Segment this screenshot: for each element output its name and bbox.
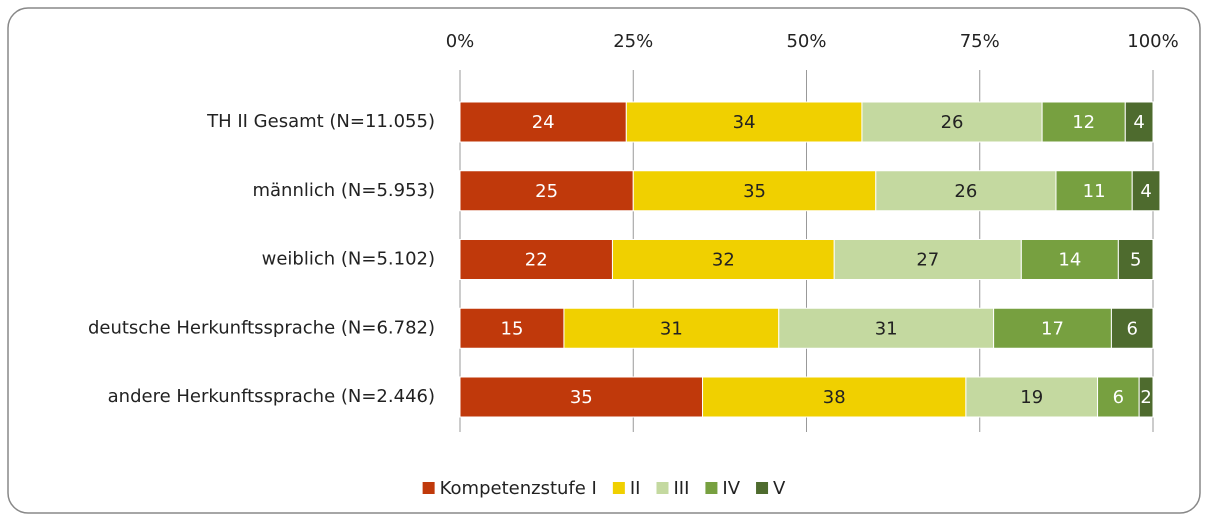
bar-segment [1097,376,1140,418]
data-label: 17 [1041,318,1064,339]
data-label: 27 [916,250,939,271]
legend-swatch [612,482,625,494]
data-label: 35 [570,387,593,408]
bar-segment [1138,376,1154,418]
bar-segment [459,101,627,143]
legend-label: Kompetenzstufe I [440,478,597,499]
data-label: 31 [875,318,898,339]
bar-segment [875,170,1057,212]
bar-segment [632,170,877,212]
bar-segment [965,376,1099,418]
data-label: 6 [1126,318,1137,339]
legend-label: IV [722,478,740,499]
bar-segment [1124,101,1154,143]
y-tick-label: andere Herkunftssprache (N=2.446) [108,386,435,407]
bar-segment [702,376,967,418]
legend-label: V [773,478,786,499]
data-label: 6 [1113,387,1124,408]
data-label: 26 [954,181,977,202]
legend-label: II [630,478,641,499]
data-label: 38 [823,387,846,408]
bar-segment [563,307,780,349]
data-label: 26 [941,112,964,133]
bar-segment [1117,239,1154,280]
x-tick-label: 25% [613,31,653,52]
data-label: 31 [660,318,683,339]
bar-segment [1020,239,1119,280]
data-label: 4 [1140,181,1151,202]
data-label: 4 [1133,112,1144,133]
data-label: 22 [525,250,548,271]
data-label: 19 [1020,387,1043,408]
data-label: 35 [743,181,766,202]
bar-segment [459,376,704,418]
data-label: 11 [1083,181,1106,202]
bar-segment [993,307,1112,349]
bar-segment [625,101,863,143]
legend-swatch [422,482,435,494]
data-label: 14 [1058,250,1081,271]
data-label: 34 [733,112,756,133]
data-label: 2 [1140,387,1151,408]
data-label: 12 [1072,112,1095,133]
bar-segment [459,170,634,212]
legend-swatch [756,482,769,494]
bar-segment [1110,307,1154,349]
bar-segment [778,307,995,349]
bar-segment [459,239,613,280]
y-tick-label: TH II Gesamt (N=11.055) [206,111,435,132]
bar-segment [459,307,565,349]
y-tick-label: männlich (N=5.953) [252,180,435,201]
data-label: 24 [532,112,555,133]
legend-label: III [673,478,689,499]
legend-swatch [705,482,718,494]
y-tick-label: weiblich (N=5.102) [262,249,435,270]
x-tick-label: 0% [446,31,475,52]
legend-swatch [656,482,669,494]
bar-segment [833,239,1022,280]
data-label: 15 [501,318,524,339]
bar-segment [1131,170,1161,212]
bar-segment [1055,170,1133,212]
x-tick-label: 50% [786,31,826,52]
data-label: 5 [1130,250,1141,271]
bar-segment [611,239,835,280]
data-label: 32 [712,250,735,271]
x-tick-label: 100% [1127,31,1178,52]
x-tick-label: 75% [960,31,1000,52]
data-label: 25 [535,181,558,202]
y-tick-label: deutsche Herkunftssprache (N=6.782) [88,317,435,338]
